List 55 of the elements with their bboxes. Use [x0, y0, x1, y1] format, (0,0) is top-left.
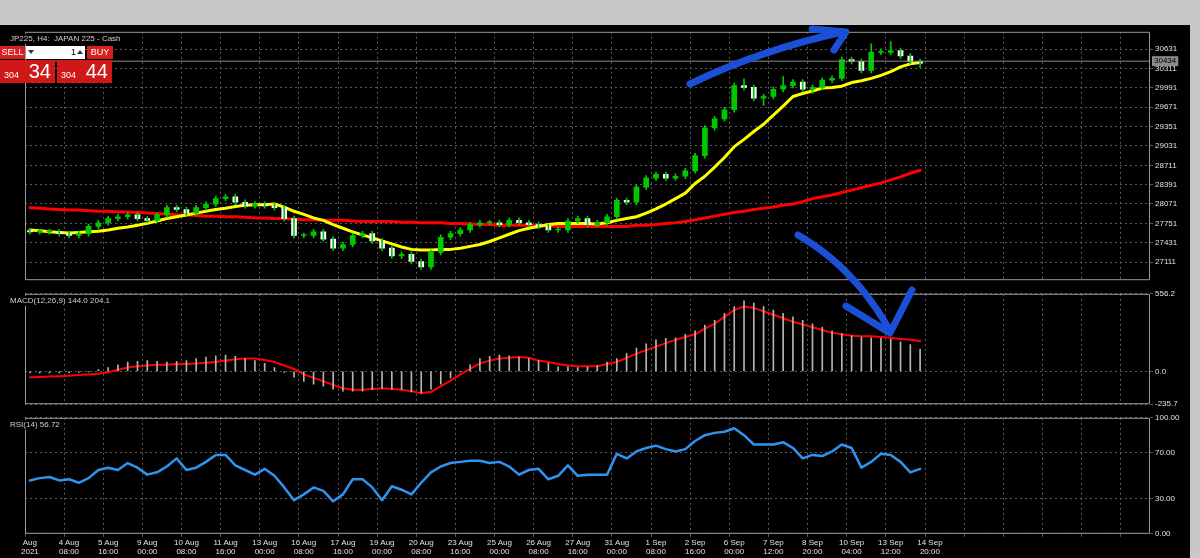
x-tick-label: 6 Sep 00:00 — [723, 537, 746, 557]
y-tick-label: 29031 — [1155, 141, 1178, 151]
y-tick-label: -235.7 — [1155, 399, 1179, 409]
y-tick-label: 28071 — [1155, 199, 1178, 209]
x-tick-label: 2 Sep 16:00 — [684, 537, 707, 557]
x-tick-label: 19 Aug 00:00 — [369, 537, 395, 557]
annotation: 304 — [61, 69, 77, 80]
x-tick-label: Aug 2021 — [20, 537, 40, 557]
annotation: 44 — [85, 59, 108, 83]
annotation: 1 — [70, 46, 76, 57]
chart-title: MACD(12,26,9) 144.0 204.1 — [10, 296, 111, 305]
chart-title: RSI(14) 56.72 — [10, 420, 61, 429]
y-tick-label: 27111 — [1155, 257, 1177, 267]
y-tick-label: 29671 — [1155, 102, 1178, 112]
number-field: 1 — [26, 45, 85, 59]
y-tick-label: 29991 — [1155, 83, 1178, 93]
x-tick-label: 8 Sep 20:00 — [802, 537, 824, 557]
y-tick-label: 27431 — [1155, 237, 1178, 247]
annotation: BUY — [87, 45, 113, 59]
x-tick-label: 13 Aug 00:00 — [252, 537, 278, 557]
y-tick-label: 29351 — [1155, 121, 1178, 131]
y-tick-label: 30631 — [1155, 44, 1178, 54]
x-tick-label: 7 Sep 12:00 — [762, 537, 785, 557]
y-tick-label: 100.00 — [1155, 413, 1181, 422]
x-tick-label: 13 Sep 12:00 — [878, 537, 904, 557]
x-tick-label: 5 Aug 16:00 — [97, 537, 119, 557]
x-tick-label: 17 Aug 16:00 — [330, 537, 356, 557]
text: SELL — [0, 45, 25, 59]
text: 304 — [4, 69, 20, 80]
x-tick-label: 27 Aug 16:00 — [565, 537, 591, 557]
annotation: 34 — [28, 59, 51, 83]
x-tick-label: 31 Aug 00:00 — [604, 537, 630, 557]
y-tick-label: 70.00 — [1155, 447, 1176, 457]
x-tick-label: 4 Aug 08:00 — [58, 537, 80, 557]
x-tick-label: 16 Aug 08:00 — [291, 537, 317, 557]
y-tick-label: 0.00 — [1155, 529, 1172, 538]
x-tick-label: 25 Aug 00:00 — [487, 537, 512, 557]
x-tick-label: 1 Sep 08:00 — [645, 537, 667, 557]
chart-title: JP225, H4: JAPAN 225 - Cash — [10, 34, 121, 43]
x-tick-label: 20 Aug 08:00 — [408, 537, 434, 557]
y-tick-label: 28711 — [1155, 160, 1178, 170]
x-tick-label: 14 Sep 20:00 — [917, 537, 944, 557]
y-tick-label: 28391 — [1155, 179, 1178, 189]
x-tick-label: 26 Aug 08:00 — [526, 537, 552, 557]
x-tick-label: 10 Aug 08:00 — [173, 537, 199, 557]
y-tick-label: 30311 — [1155, 63, 1178, 73]
x-tick-label: 9 Aug 00:00 — [137, 537, 158, 557]
x-tick-label: 10 Sep 04:00 — [838, 537, 865, 557]
x-tick-label: 11 Aug 16:00 — [213, 537, 238, 557]
x-tick-label: 23 Aug 16:00 — [447, 537, 473, 557]
y-tick-label: 0.0 — [1155, 366, 1167, 376]
y-tick-label: 27751 — [1155, 218, 1178, 228]
ref-line-label: 30434 — [1154, 56, 1177, 66]
y-tick-label: 30.00 — [1155, 494, 1176, 504]
y-tick-label: 556.2 — [1155, 289, 1176, 298]
